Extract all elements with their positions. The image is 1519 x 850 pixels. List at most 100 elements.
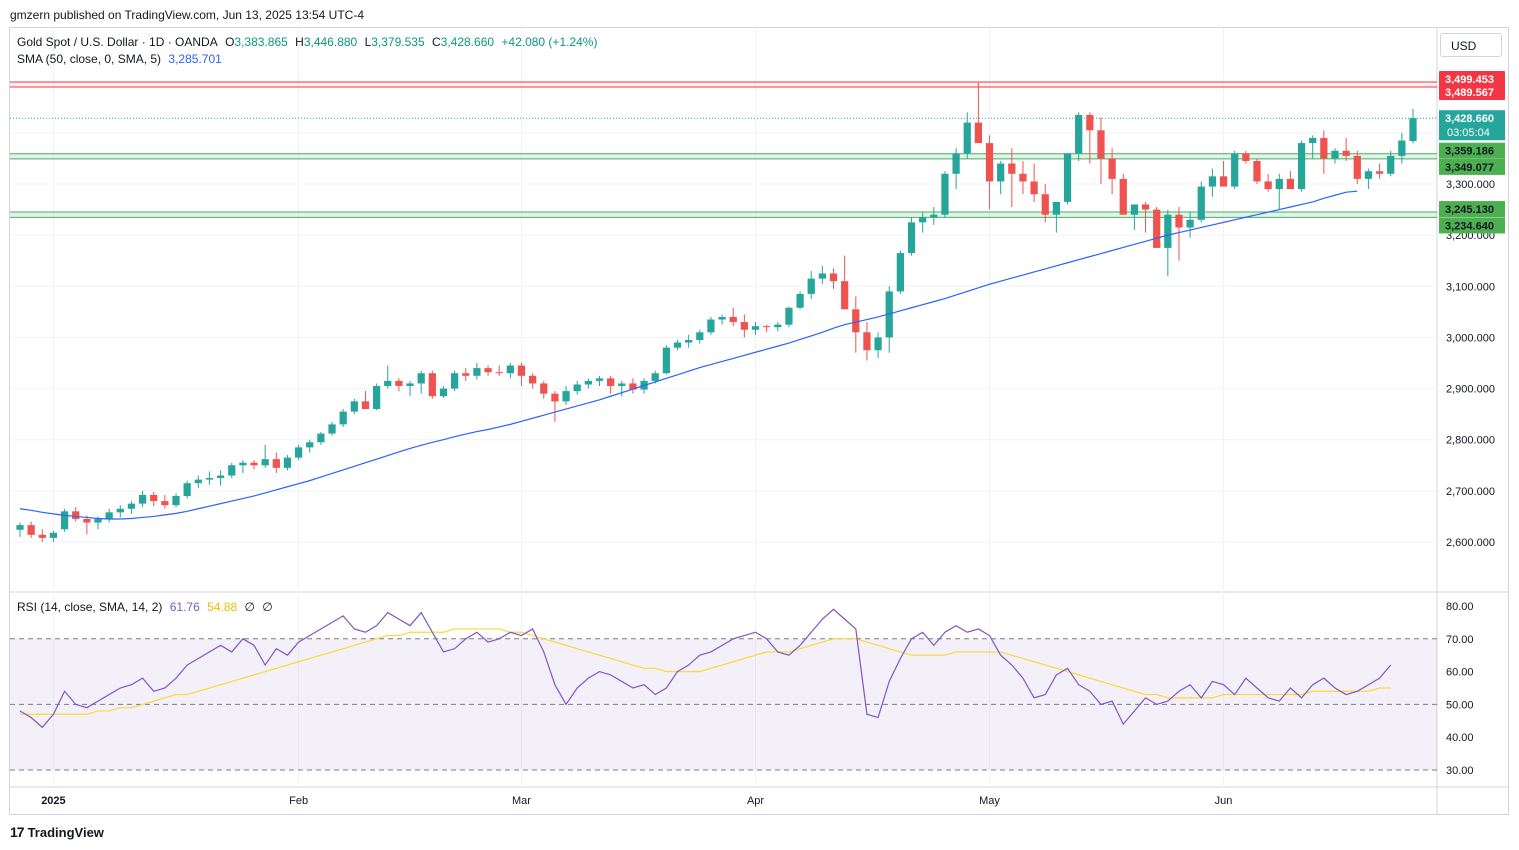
candle-body (785, 307, 793, 325)
candle-body (350, 401, 358, 412)
candle-body (1086, 114, 1094, 131)
price-tick-label: 3,300.000 (1446, 179, 1495, 191)
candle-body (1331, 150, 1339, 159)
candle-body (462, 373, 470, 376)
currency-button[interactable]: USD (1440, 33, 1502, 57)
candle-body (1197, 186, 1205, 220)
candle-body (751, 326, 760, 330)
candle-body (941, 173, 949, 215)
candle-body (952, 153, 960, 174)
candle-body (930, 214, 938, 218)
candle-body (49, 532, 58, 538)
last-price-label: 3,428.660 (1445, 113, 1494, 125)
symbol-title[interactable]: Gold Spot / U.S. Dollar · 1D · OANDA (17, 35, 218, 49)
support-label: 3,359.186 (1445, 146, 1494, 158)
candle-body (841, 281, 849, 310)
candle-body (150, 494, 158, 502)
candle-body (83, 518, 91, 523)
rsi-tick-label: 50.00 (1446, 699, 1474, 711)
candle-body (216, 475, 225, 479)
candle-body (239, 462, 247, 466)
candle-body (1286, 178, 1295, 190)
candle-body (484, 368, 492, 373)
candle-body (1242, 153, 1250, 161)
candle-body (495, 372, 503, 374)
candle-body (172, 495, 180, 506)
time-tick-label: 2025 (41, 795, 65, 807)
price-tick-label: 3,000.000 (1446, 332, 1495, 344)
chart-frame (9, 27, 1509, 815)
bar-countdown: 03:05:04 (1447, 127, 1490, 139)
time-tick-label: Apr (747, 795, 764, 807)
candle-body (1309, 137, 1317, 144)
rsi-legend: RSI (14, close, SMA, 14, 2) 61.76 54.88 … (17, 600, 277, 614)
rsi-extra-2: ∅ (262, 600, 273, 614)
candle-body (874, 337, 882, 351)
candle-body (607, 378, 615, 387)
candle-body (673, 342, 682, 348)
price-tick-label: 3,100.000 (1446, 281, 1495, 293)
sma-label[interactable]: SMA (50, close, 0, SMA, 5) (17, 52, 162, 66)
support-label: 3,245.130 (1445, 204, 1494, 216)
change-value: +42.080 (+1.24%) (501, 35, 598, 49)
candle-body (250, 462, 258, 466)
candle-body (116, 508, 124, 513)
candle-body (228, 465, 236, 476)
candle-body (1097, 130, 1105, 159)
symbol-legend: Gold Spot / U.S. Dollar · 1D · OANDA O3,… (17, 35, 601, 49)
support-label-bg (1439, 201, 1505, 218)
candle-body (1353, 155, 1361, 179)
candle-body (272, 459, 280, 468)
candle-body (1186, 219, 1194, 228)
support-label-bg (1439, 142, 1505, 159)
candle-body (328, 424, 336, 434)
candle-body (595, 378, 604, 381)
candle-body (1063, 153, 1072, 202)
candle-body (662, 347, 670, 374)
price-tick-label: 2,700.000 (1446, 486, 1495, 498)
candle-body (974, 122, 983, 144)
candle-body (852, 309, 860, 333)
candle-body (1119, 178, 1127, 215)
candle-body (863, 332, 871, 351)
tradingview-logo[interactable]: 17 TradingView (10, 824, 104, 840)
candle-body (138, 494, 147, 504)
candle-body (1264, 181, 1272, 190)
high-label: H (295, 35, 304, 49)
candle-body (127, 503, 136, 509)
candle-body (584, 380, 592, 385)
candle-body (1375, 171, 1384, 174)
time-tick-label: Mar (512, 795, 531, 807)
candle-body (473, 368, 481, 376)
candle-body (997, 163, 1005, 182)
candle-body (506, 365, 514, 374)
candle-body (205, 478, 214, 480)
candle-body (1231, 153, 1239, 187)
candle-body (417, 373, 425, 384)
support-label: 3,349.077 (1445, 162, 1494, 174)
candle-body (707, 319, 715, 333)
time-tick-label: Jun (1215, 795, 1233, 807)
candle-body (1320, 137, 1328, 159)
resistance-label: 3,499.453 (1445, 74, 1494, 86)
candle-body (517, 365, 526, 376)
candle-body (1409, 118, 1417, 142)
candle-body (618, 383, 626, 387)
close-value: 3,428.660 (440, 35, 495, 49)
rsi-label[interactable]: RSI (14, close, SMA, 14, 2) (17, 600, 163, 614)
candle-body (1052, 201, 1061, 215)
candle-body (1075, 114, 1083, 154)
publisher-info: gmzern published on TradingView.com, Jun… (10, 8, 364, 22)
resistance-label: 3,489.567 (1445, 87, 1494, 99)
candle-body (105, 512, 113, 519)
candle-body (1130, 204, 1139, 215)
candle-body (529, 375, 537, 384)
candle-body (1208, 176, 1217, 187)
support-label: 3,234.640 (1445, 220, 1494, 232)
candle-body (919, 217, 927, 223)
candle-body (306, 442, 314, 448)
candle-body (685, 339, 693, 343)
candle-body (896, 253, 904, 292)
candle-body (161, 501, 169, 506)
